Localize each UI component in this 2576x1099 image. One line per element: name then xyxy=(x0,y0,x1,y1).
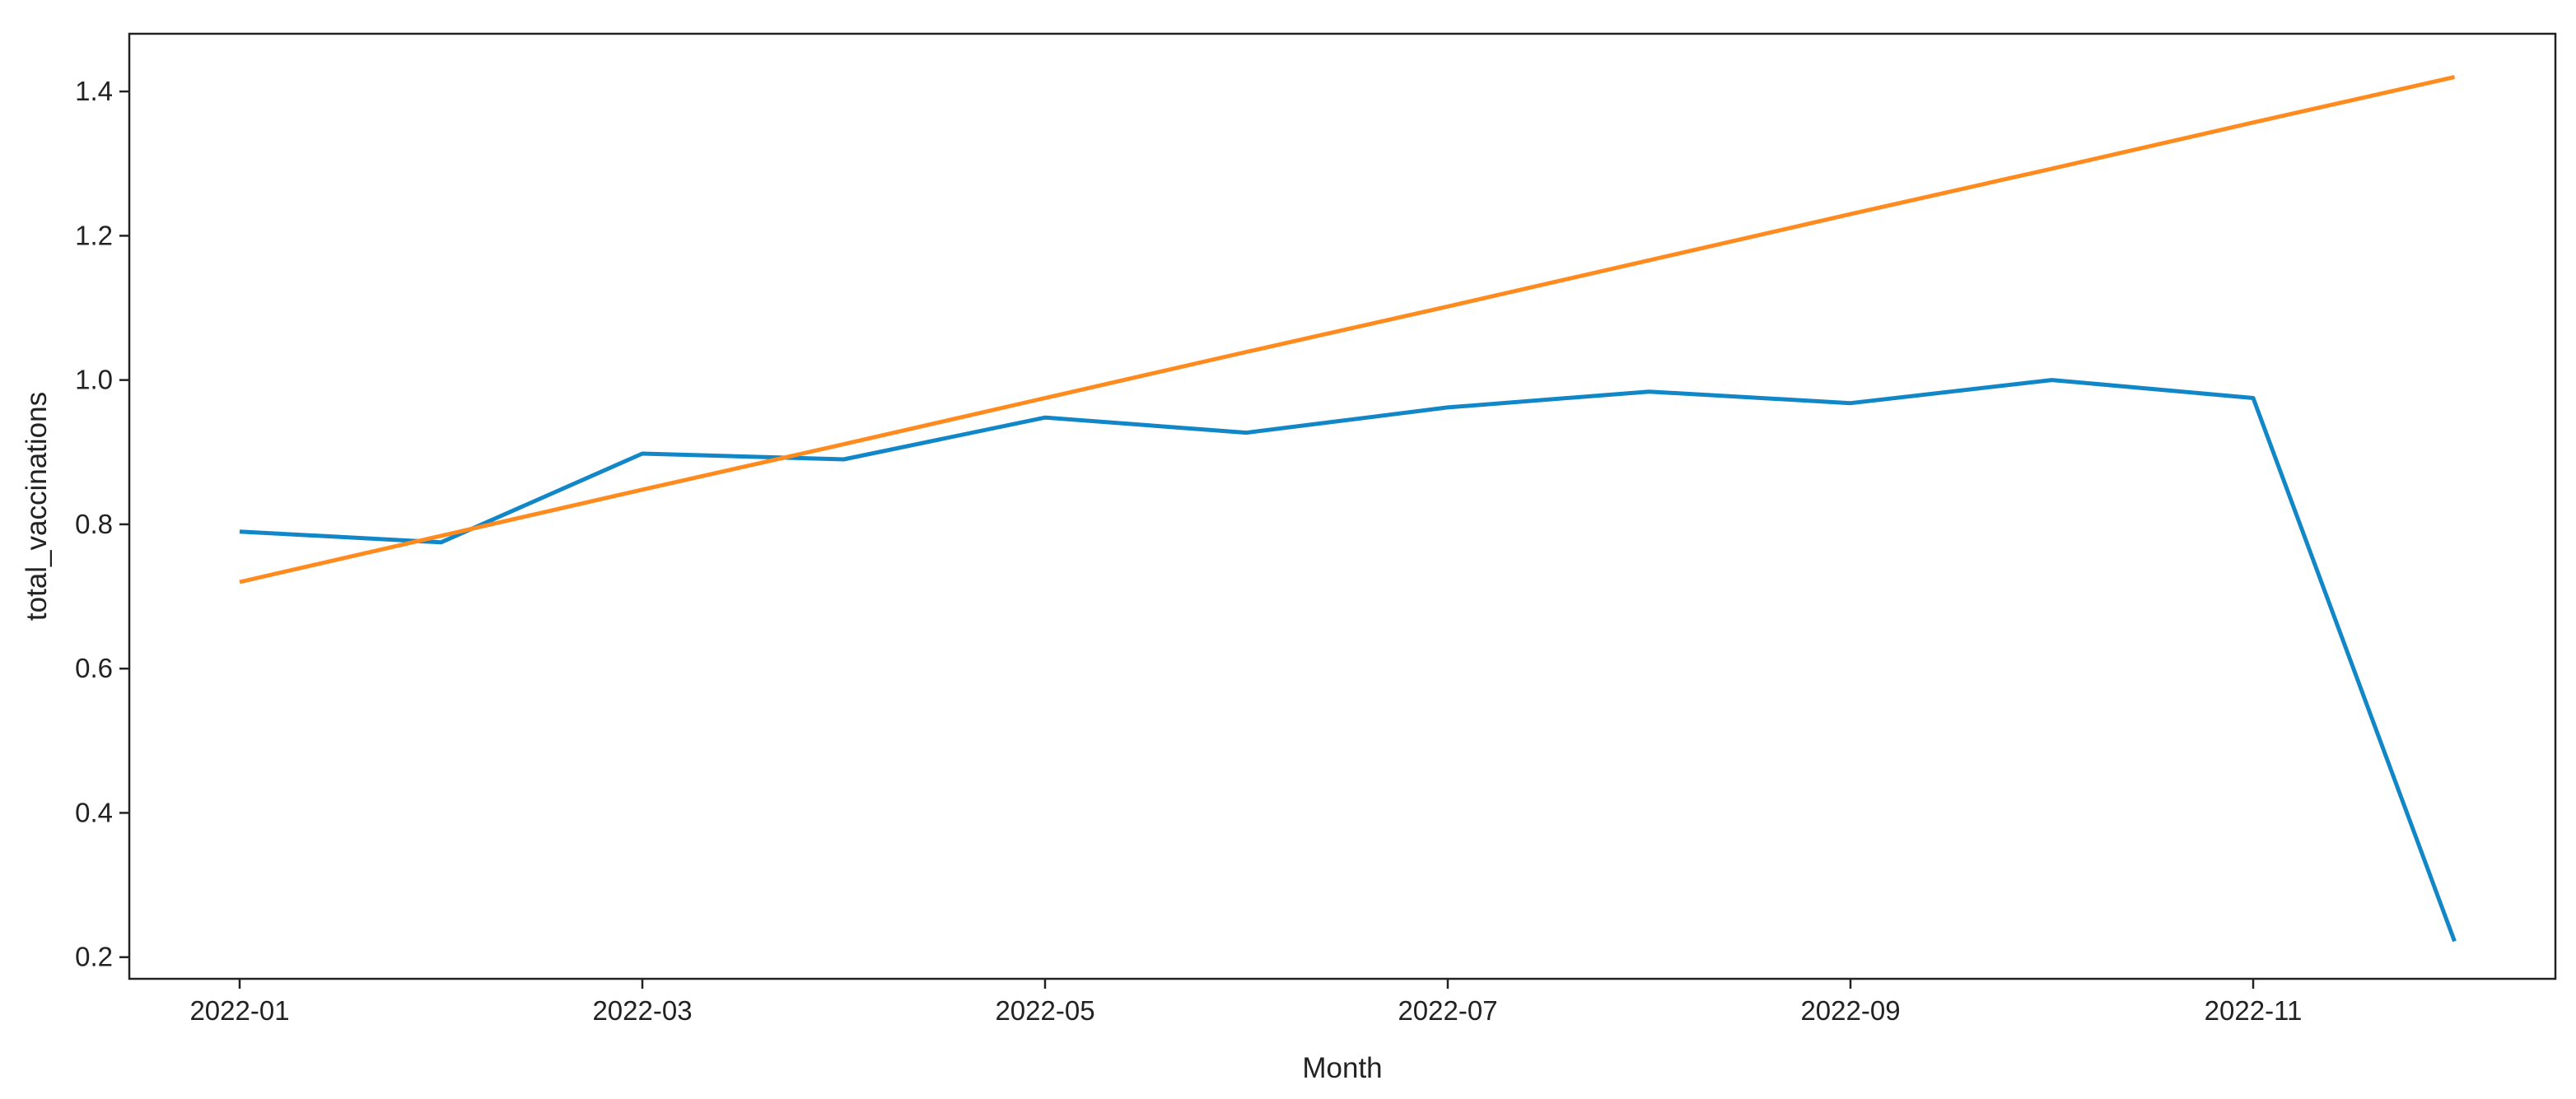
series-layer xyxy=(239,75,2457,943)
y-tick-label: 0.8 xyxy=(75,509,113,539)
y-axis: 0.2 0.4 0.6 0.8 1.0 1.2 1.4 xyxy=(75,76,129,972)
y-tick-label: 0.6 xyxy=(75,653,113,683)
x-tick-label: 2022-03 xyxy=(592,995,692,1026)
x-tick-label: 2022-11 xyxy=(2205,995,2303,1026)
x-tick-label: 2022-05 xyxy=(995,995,1094,1026)
x-axis-label: Month xyxy=(1302,1052,1382,1084)
plot-area xyxy=(128,32,2557,980)
series-line-2 xyxy=(239,75,2456,584)
y-tick-label: 1.4 xyxy=(75,76,113,106)
x-tick-label: 2022-09 xyxy=(1800,995,1900,1026)
y-tick-label: 1.0 xyxy=(75,365,113,395)
x-axis: 2022-01 2022-03 2022-05 2022-07 2022-09 2022-… xyxy=(189,979,2302,1026)
x-tick-label: 2022-01 xyxy=(189,995,289,1026)
series-line-1 xyxy=(239,378,2457,943)
y-axis-label: total_vaccinations xyxy=(21,392,53,621)
y-tick-label: 0.2 xyxy=(75,942,113,972)
x-tick-label: 2022-07 xyxy=(1398,995,1497,1026)
y-tick-label: 0.4 xyxy=(75,797,113,827)
y-tick-label: 1.2 xyxy=(75,220,113,250)
